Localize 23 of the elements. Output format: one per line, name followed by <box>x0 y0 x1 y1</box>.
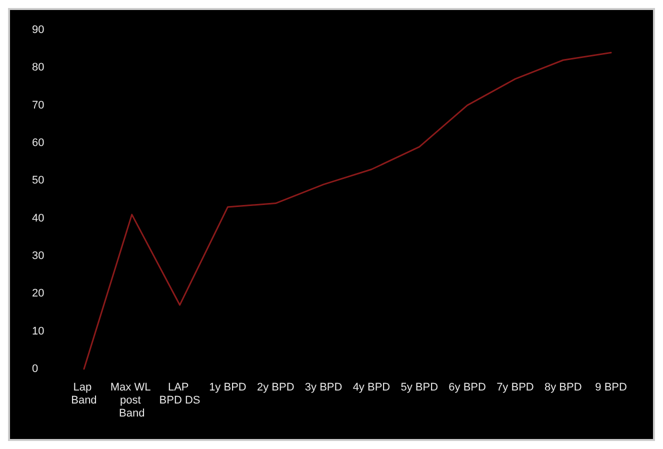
x-tick-label: 2y BPD <box>256 382 294 394</box>
x-tick-label: 9 BPD <box>595 382 627 394</box>
x-tick-label: Lap Band <box>71 382 97 406</box>
x-tick-label: Max WL post Band <box>110 382 154 420</box>
y-tick-label: 40 <box>32 212 44 224</box>
y-tick-label: 80 <box>32 62 44 74</box>
x-tick-label: 1y BPD <box>209 382 246 394</box>
x-tick-label: 7y BPD <box>496 382 534 394</box>
x-tick-label: LAP BPD DS <box>159 382 200 406</box>
y-tick-label: 60 <box>32 137 44 149</box>
y-tick-label: 20 <box>32 288 44 300</box>
y-tick-label: 0 <box>32 363 38 375</box>
x-tick-label: 4y BPD <box>352 382 390 394</box>
y-tick-label: 90 <box>32 24 44 36</box>
y-tick-label: 70 <box>32 99 44 112</box>
x-tick-label: 6y BPD <box>448 382 486 394</box>
y-tick-label: 30 <box>32 250 44 262</box>
x-tick-label: 3y BPD <box>304 382 342 394</box>
line-series <box>83 52 612 370</box>
y-tick-label: 50 <box>32 174 44 187</box>
y-tick-label: 10 <box>32 325 44 338</box>
x-tick-label: 8y BPD <box>544 382 582 394</box>
x-tick-label: 5y BPD <box>400 382 438 394</box>
